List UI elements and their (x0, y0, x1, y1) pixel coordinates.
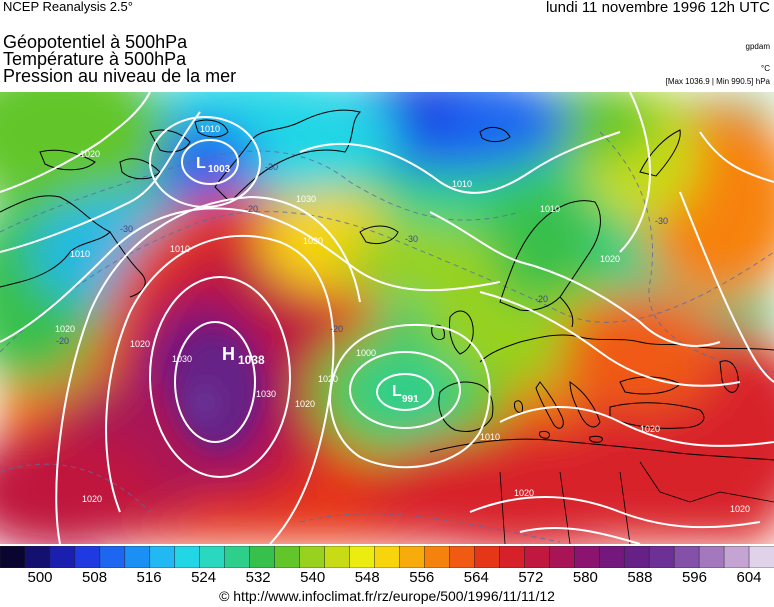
colorbar-tick-label: 604 (736, 569, 762, 586)
isobar-label: 1030 (303, 236, 323, 246)
colorbar-tick-label: 564 (463, 569, 489, 586)
colorbar-swatch (673, 545, 700, 569)
weather-map-svg: H 1038 L 991 L 1003 1010 1020 1030 1030 … (0, 92, 774, 544)
isotherm-label: -20 (535, 294, 548, 304)
colorbar-swatch (349, 545, 376, 569)
colorbar-swatch (748, 545, 774, 569)
colorbar-swatch (549, 545, 576, 569)
high-center-value: 1038 (238, 353, 265, 367)
title-pressure: Pression au niveau de la mer (3, 66, 237, 86)
low-north-symbol: L (196, 155, 206, 172)
colorbar-tick-label: 556 (409, 569, 435, 586)
isobar-label: 1020 (55, 324, 75, 334)
colorbar-swatch (424, 545, 451, 569)
isotherm-label: -30 (405, 234, 418, 244)
isobar-label: 1030 (296, 194, 316, 204)
isobar-label: 1020 (514, 488, 534, 498)
isotherm-label: -30 (265, 162, 278, 172)
isobar-label: 1000 (356, 348, 376, 358)
colorbar-swatch (449, 545, 476, 569)
isobar-label: 1020 (130, 339, 150, 349)
datetime-label: lundi 11 novembre 1996 12h UTC (545, 0, 770, 16)
colorbar-tick-label: 532 (245, 569, 271, 586)
colorbar-swatch (174, 545, 201, 569)
colorbar-swatch (0, 545, 26, 569)
colorbar-tick-labels: 500 508 516 524 532 540 548 556 564 572 580 588 596 6… (0, 569, 774, 587)
colorbar-swatch (574, 545, 600, 569)
low-north-value: 1003 (208, 164, 231, 175)
colorbar-swatch (524, 545, 551, 569)
colorbar-swatch (698, 545, 725, 569)
colorbar-swatch (324, 545, 351, 569)
isobar-label: 1020 (80, 149, 100, 159)
colorbar-swatch (199, 545, 226, 569)
title-geopotential: Géopotentiel à 500hPa (3, 32, 188, 52)
colorbar-swatch (99, 545, 126, 569)
colorbar-swatch (299, 545, 326, 569)
colorbar-swatch (499, 545, 526, 569)
colorbar-tick-label: 508 (82, 569, 108, 586)
high-center-symbol: H (222, 344, 235, 364)
colorbar-svg (0, 545, 774, 569)
isotherm-label: -20 (245, 204, 258, 214)
colorbar-swatch (723, 545, 750, 569)
low-center-value: 991 (402, 394, 419, 405)
colorbar-tick-label: 500 (27, 569, 53, 586)
colorbar (0, 545, 774, 569)
colorbar-tick-label: 548 (354, 569, 380, 586)
colorbar-tick-label: 516 (136, 569, 162, 586)
isobar-label: 1010 (540, 204, 560, 214)
colorbar-swatch (124, 545, 151, 569)
isobar-label: 1020 (640, 424, 660, 434)
title-temperature: Température à 500hPa (3, 49, 187, 69)
isobar-label: 1010 (170, 244, 190, 254)
colorbar-swatch (374, 545, 401, 569)
colorbar-swatch (24, 545, 51, 569)
isobar-label: 1010 (70, 249, 90, 259)
colorbar-tick-label: 588 (627, 569, 653, 586)
colorbar-tick-label: 580 (572, 569, 598, 586)
colorbar-swatch (249, 545, 276, 569)
isobar-label: 1010 (452, 179, 472, 189)
unit-gpdam: gpdam (745, 42, 770, 51)
isobar-label: 1010 (480, 432, 500, 442)
weather-map: H 1038 L 991 L 1003 1010 1020 1030 1030 … (0, 92, 774, 544)
colorbar-swatch (474, 545, 501, 569)
colorbar-swatch (623, 545, 650, 569)
isobar-label: 1020 (600, 254, 620, 264)
colorbar-swatch (149, 545, 176, 569)
isobar-label: 1030 (172, 354, 192, 364)
colorbar-swatch (274, 545, 301, 569)
source-label: NCEP Reanalysis 2.5° (3, 0, 133, 14)
colorbar-tick-label: 596 (681, 569, 707, 586)
isobar-label: 1020 (82, 494, 102, 504)
isobar-label: 1010 (200, 124, 220, 134)
colorbar-swatch (74, 545, 101, 569)
colorbar-swatch (648, 545, 675, 569)
colorbar-swatch (224, 545, 251, 569)
footer-credit: © http://www.infoclimat.fr/rz/europe/500… (219, 588, 555, 604)
isobar-label: 1020 (730, 504, 750, 514)
isotherm-label: -30 (655, 216, 668, 226)
colorbar-swatch (598, 545, 625, 569)
colorbar-tick-label: 524 (191, 569, 217, 586)
isobar-label: 1020 (318, 374, 338, 384)
colorbar-swatch (399, 545, 426, 569)
colorbar-tick-label: 540 (300, 569, 326, 586)
colorbar-tick-label: 572 (518, 569, 544, 586)
isotherm-label: -20 (330, 324, 343, 334)
isotherm-label: -20 (56, 336, 69, 346)
isobar-label: 1030 (256, 389, 276, 399)
low-center-symbol: L (392, 383, 402, 400)
colorbar-swatch (49, 545, 76, 569)
unit-celsius: °C (761, 64, 770, 73)
isobar-label: 1020 (295, 399, 315, 409)
unit-pressure-range: [Max 1036.9 | Min 990.5] hPa (665, 77, 770, 86)
isotherm-label: -30 (120, 224, 133, 234)
